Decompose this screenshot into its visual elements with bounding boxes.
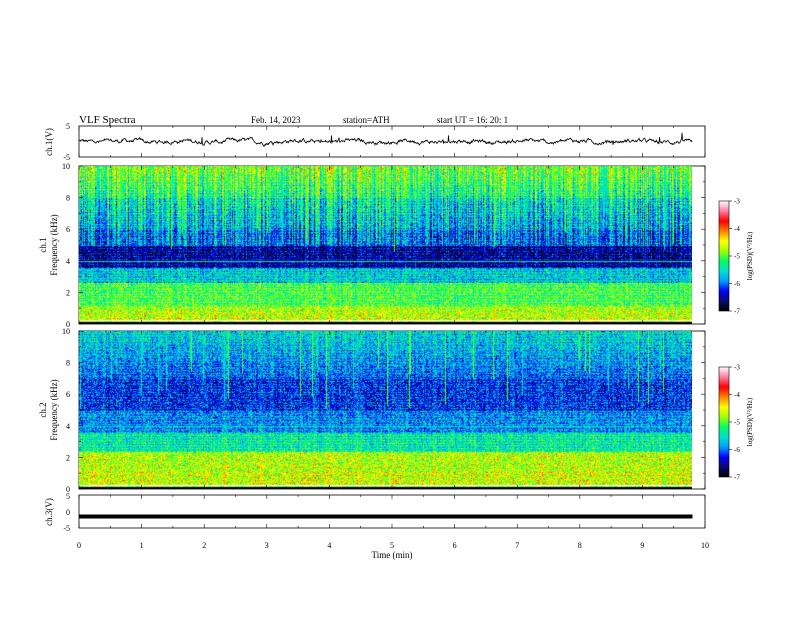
start-ut-label: start UT = 16: 20: 1 <box>437 115 508 125</box>
y-tick-label: 0 <box>66 485 70 494</box>
y-tick-label: 10 <box>62 162 70 171</box>
colorbar-tick-label: -7 <box>734 474 740 482</box>
ch2-colorbar-label: log(PSD)(V²/Hz) <box>746 397 754 446</box>
y-tick-label: 2 <box>66 288 70 297</box>
y-tick-label: 8 <box>66 359 70 368</box>
ch1-ytick-top: 5 <box>66 122 70 131</box>
x-tick-label: 9 <box>640 541 644 550</box>
ch3-ytick-top: 5 <box>66 492 70 501</box>
x-tick-label: 1 <box>140 541 144 550</box>
ch1-ytick-bottom: -5 <box>63 153 70 162</box>
figure-title: VLF Spectra <box>79 114 136 126</box>
y-tick-label: 2 <box>66 453 70 462</box>
x-tick-label: 4 <box>327 541 331 550</box>
x-axis: 0 1 2 3 4 5 6 7 8 9 10 <box>77 126 709 550</box>
y-tick-label: 4 <box>66 257 70 266</box>
ch3-ylabel: ch.3(V) <box>44 498 54 526</box>
ch1-waveform-line <box>78 132 693 148</box>
colorbar-tick-label: -3 <box>734 198 740 206</box>
ch3-waveform-panel: 5 0 -5 ch.3(V) <box>44 492 706 533</box>
y-tick-label: 0 <box>66 320 70 329</box>
x-tick-label: 8 <box>578 541 582 550</box>
colorbar-tick-label: -5 <box>734 419 740 427</box>
ch1-ylabel: ch.1(V) <box>44 128 54 156</box>
ch1-colorbar-label: log(PSD)(V²/Hz) <box>746 231 754 280</box>
ch2-colorbar: -3 -4 -5 -6 -7 log(PSD)(V²/Hz) <box>718 364 754 482</box>
y-tick-label: 4 <box>66 422 70 431</box>
ch3-ytick-bottom: -5 <box>63 524 70 533</box>
ch1-spectrogram-image <box>79 166 692 324</box>
x-tick-label: 0 <box>77 541 81 550</box>
colorbar-tick-label: -7 <box>734 308 740 316</box>
x-tick-label: 2 <box>202 541 206 550</box>
x-tick-label: 6 <box>453 541 457 550</box>
colorbar-tick-label: -4 <box>734 225 740 233</box>
x-axis-label: Time (min) <box>372 550 413 560</box>
y-tick-label: 6 <box>66 390 70 399</box>
ch3-ytick-mid: 0 <box>66 508 70 517</box>
ch2-spectrogram-panel: 0 2 4 6 8 10 ch.2Frequency (kHz) <box>38 327 706 494</box>
colorbar-tick-label: -5 <box>734 253 740 261</box>
ch1-spectrogram-panel: 0 2 4 6 8 10 ch.1Frequency (kHz) <box>38 162 706 329</box>
colorbar-tick-label: -6 <box>734 446 740 454</box>
y-tick-label: 8 <box>66 194 70 203</box>
ch1-waveform-panel: 5 -5 ch.1(V) <box>44 122 706 162</box>
ch1-spec-ylabel-channel: ch.1Frequency (kHz) <box>38 214 59 275</box>
date-label: Feb. 14, 2023 <box>251 115 301 125</box>
x-tick-label: 10 <box>701 541 709 550</box>
y-tick-label: 10 <box>62 327 70 336</box>
ch2-spec-ylabel-channel: ch.2Frequency (kHz) <box>38 379 59 440</box>
colorbar-tick-label: -3 <box>734 364 740 372</box>
colorbar-tick-label: -4 <box>734 391 740 399</box>
y-tick-label: 6 <box>66 225 70 234</box>
x-tick-label: 5 <box>390 541 394 550</box>
ch1-colorbar: -3 -4 -5 -6 -7 log(PSD)(V²/Hz) <box>718 198 754 316</box>
x-tick-label: 3 <box>265 541 269 550</box>
colorbar-tick-label: -6 <box>734 280 740 288</box>
ch2-spectrogram-image <box>79 331 692 489</box>
station-label: station=ATH <box>343 115 390 125</box>
x-tick-label: 7 <box>515 541 519 550</box>
